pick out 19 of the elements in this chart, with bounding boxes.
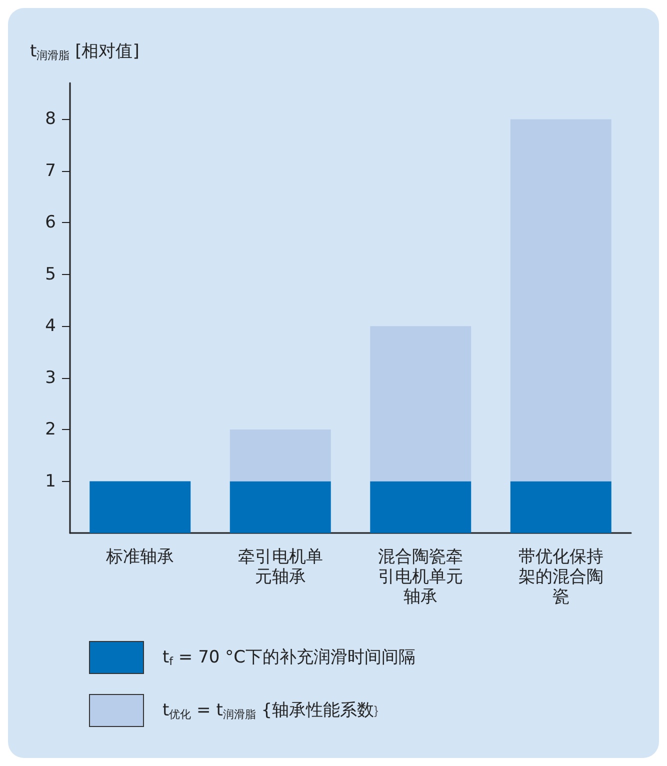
bar xyxy=(370,326,472,482)
x-tick-label: 牵引电机单元轴承 xyxy=(238,547,323,587)
x-tick-label: 标准轴承 xyxy=(105,547,174,567)
y-tick-label: 4 xyxy=(45,316,56,336)
y-tick-label: 7 xyxy=(45,160,56,181)
x-tick-label: 混合陶瓷牵引电机单元轴承 xyxy=(378,547,464,607)
y-tick-label: 3 xyxy=(45,368,56,388)
bar xyxy=(510,119,612,482)
bar xyxy=(370,481,472,533)
y-tick-label: 5 xyxy=(45,264,56,284)
bar xyxy=(230,430,331,482)
y-tick-label: 2 xyxy=(45,420,56,440)
bar xyxy=(230,481,331,533)
bar xyxy=(510,481,612,533)
y-tick-label: 8 xyxy=(45,109,56,130)
y-tick-label: 1 xyxy=(45,471,56,492)
bar xyxy=(90,481,191,533)
x-tick-label: 带优化保持架的混合陶瓷 xyxy=(518,547,604,607)
y-tick-label: 6 xyxy=(45,212,56,233)
